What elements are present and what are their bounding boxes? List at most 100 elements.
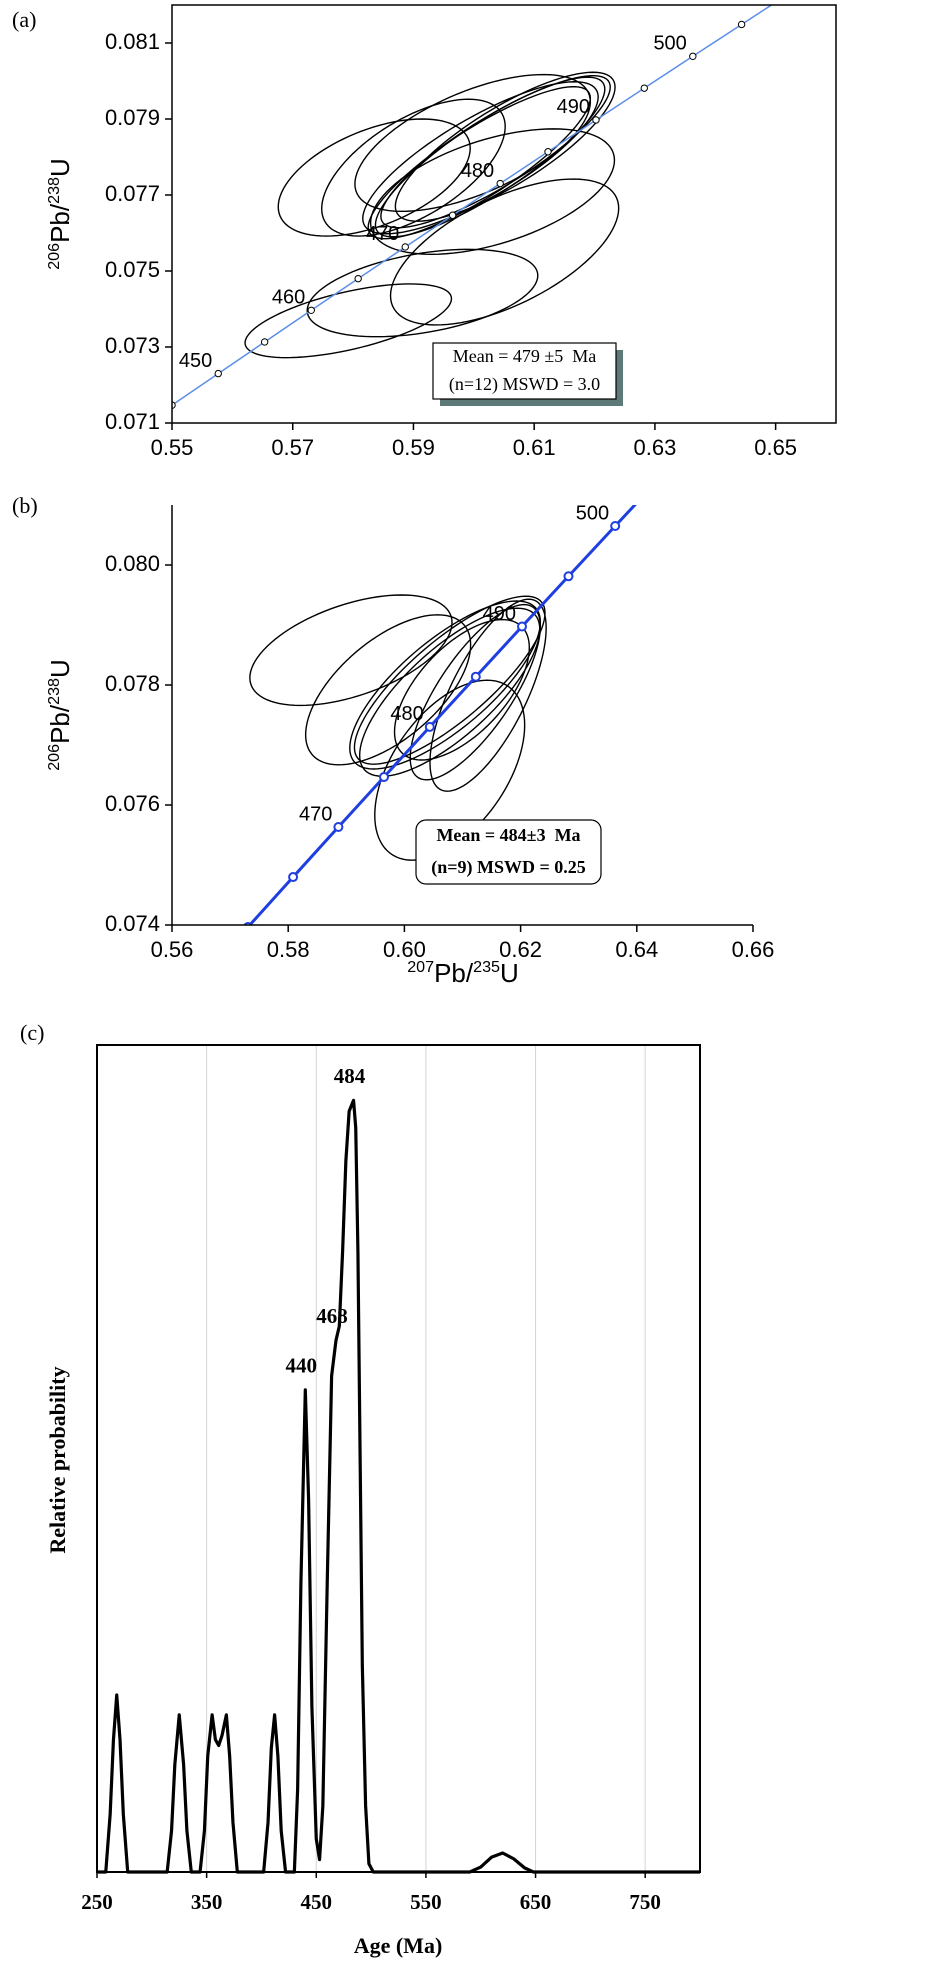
error-ellipse [389,178,620,326]
x-tick-label: 0.57 [271,435,314,460]
error-ellipse [374,679,526,861]
concordia-age-label: 470 [299,803,332,825]
concordia-age-marker [154,1023,162,1031]
error-ellipse [353,595,546,765]
y-tick-label: 0.073 [105,333,160,358]
error-ellipse [369,128,616,255]
concordia-age-label: 470 [366,223,399,245]
x-tick-label: 250 [81,1890,113,1914]
concordia-age-marker [354,274,362,283]
concordia-age-marker [470,671,481,682]
error-ellipse [349,600,542,770]
concordia-age-marker [737,20,746,29]
concordia-age-marker [610,521,621,531]
x-tick-label: 0.66 [732,937,775,962]
concordia-curve [247,505,637,925]
annotation-text: (n=9) MSWD = 0.25 [431,857,586,878]
x-tick-label: 0.59 [392,435,435,460]
y-tick-label: 0.075 [105,257,160,282]
concordia-age-marker [260,338,269,346]
error-ellipse [358,607,541,777]
panel-label: (c) [20,1020,44,1045]
concordia-age-marker [288,872,299,883]
y-tick-label: 0.076 [105,791,160,816]
x-tick-label: 450 [301,1890,333,1914]
concordia-age-marker [448,211,457,219]
y-tick-label: 0.077 [105,181,160,206]
axis-label-superscript: 235 [473,958,500,976]
annotation-text: Mean = 479 ±5 Ma [453,346,597,366]
x-tick-label: 0.56 [151,937,194,962]
y-tick-label: 0.071 [105,409,160,434]
plot-frame [171,4,837,424]
y-tick-label: 0.079 [105,105,160,130]
annotation-box [415,819,602,885]
error-ellipse [429,598,547,792]
concordia-age-marker [379,771,390,782]
x-tick-label: 0.62 [499,937,542,962]
concordia-age-marker [592,116,600,124]
concordia-age-label: 500 [576,502,609,524]
annotation-text: Mean = 484±3 Ma [436,825,580,845]
y-axis-label: Relative probability [45,1366,70,1553]
concordia-age-label: 450 [179,350,212,372]
error-ellipse [320,98,506,237]
error-ellipse [362,81,599,235]
probability-curve [97,1098,700,1874]
concordia-age-marker [401,243,409,251]
x-tick-label: 0.65 [754,435,797,460]
concordia-curve [172,5,773,406]
concordia-age-marker [516,621,527,632]
concordia-age-marker [640,84,648,92]
axis-label-superscript: 207 [407,958,434,976]
y-tick-label: 0.074 [105,911,160,936]
concordia-age-marker [563,571,574,582]
x-tick-label: 350 [191,1890,223,1914]
axis-label-part: Pb/ [434,958,474,988]
axis-label-superscript: 238 [45,678,63,705]
axis-label: 206Pb/238U [45,659,75,771]
annotation-box [432,342,617,400]
concordia-age-label: 480 [461,160,494,182]
panel-label: (b) [12,493,38,518]
error-ellipse [304,614,472,766]
axis-label-part: U [45,158,75,177]
error-ellipse [380,75,611,229]
peak-label: 440 [286,1354,318,1378]
concordia-age-label: 480 [390,703,423,725]
concordia-age-marker [689,52,697,60]
concordia-age-marker [496,179,504,188]
error-ellipse [277,118,471,237]
y-tick-label: 0.080 [105,551,160,576]
x-tick-label: 0.64 [615,937,658,962]
concordia-age-marker [424,721,435,732]
concordia-age-label: 460 [272,287,305,309]
axis-label-part: U [500,958,519,988]
axis-label-part: Pb/ [45,203,75,243]
axis-label-superscript: 238 [45,177,63,204]
y-tick-label: 0.078 [105,671,160,696]
axis-label: 207Pb/235U [407,958,519,988]
error-ellipse [367,86,592,240]
error-ellipse [394,71,616,222]
plot-frame [96,1044,701,1873]
concordia-age-marker [307,306,315,314]
concordia-age-marker [199,973,207,981]
peak-label: 484 [334,1064,366,1088]
x-axis-label: Age (Ma) [354,1933,443,1958]
concordia-age-marker [333,822,344,833]
annotation-text: (n=12) MSWD = 3.0 [449,374,600,395]
x-tick-label: 750 [629,1890,661,1914]
axis-label-part: Pb/ [45,704,75,744]
concordia-age-marker [214,369,222,378]
x-tick-label: 0.63 [633,435,676,460]
x-tick-label: 0.58 [267,937,310,962]
error-ellipse [393,618,531,761]
x-tick-label: 0.60 [383,937,426,962]
concordia-age-marker [110,1073,118,1081]
concordia-age-label: 490 [483,603,516,625]
x-tick-label: 650 [520,1890,552,1914]
axis-label-superscript: 206 [45,243,63,270]
